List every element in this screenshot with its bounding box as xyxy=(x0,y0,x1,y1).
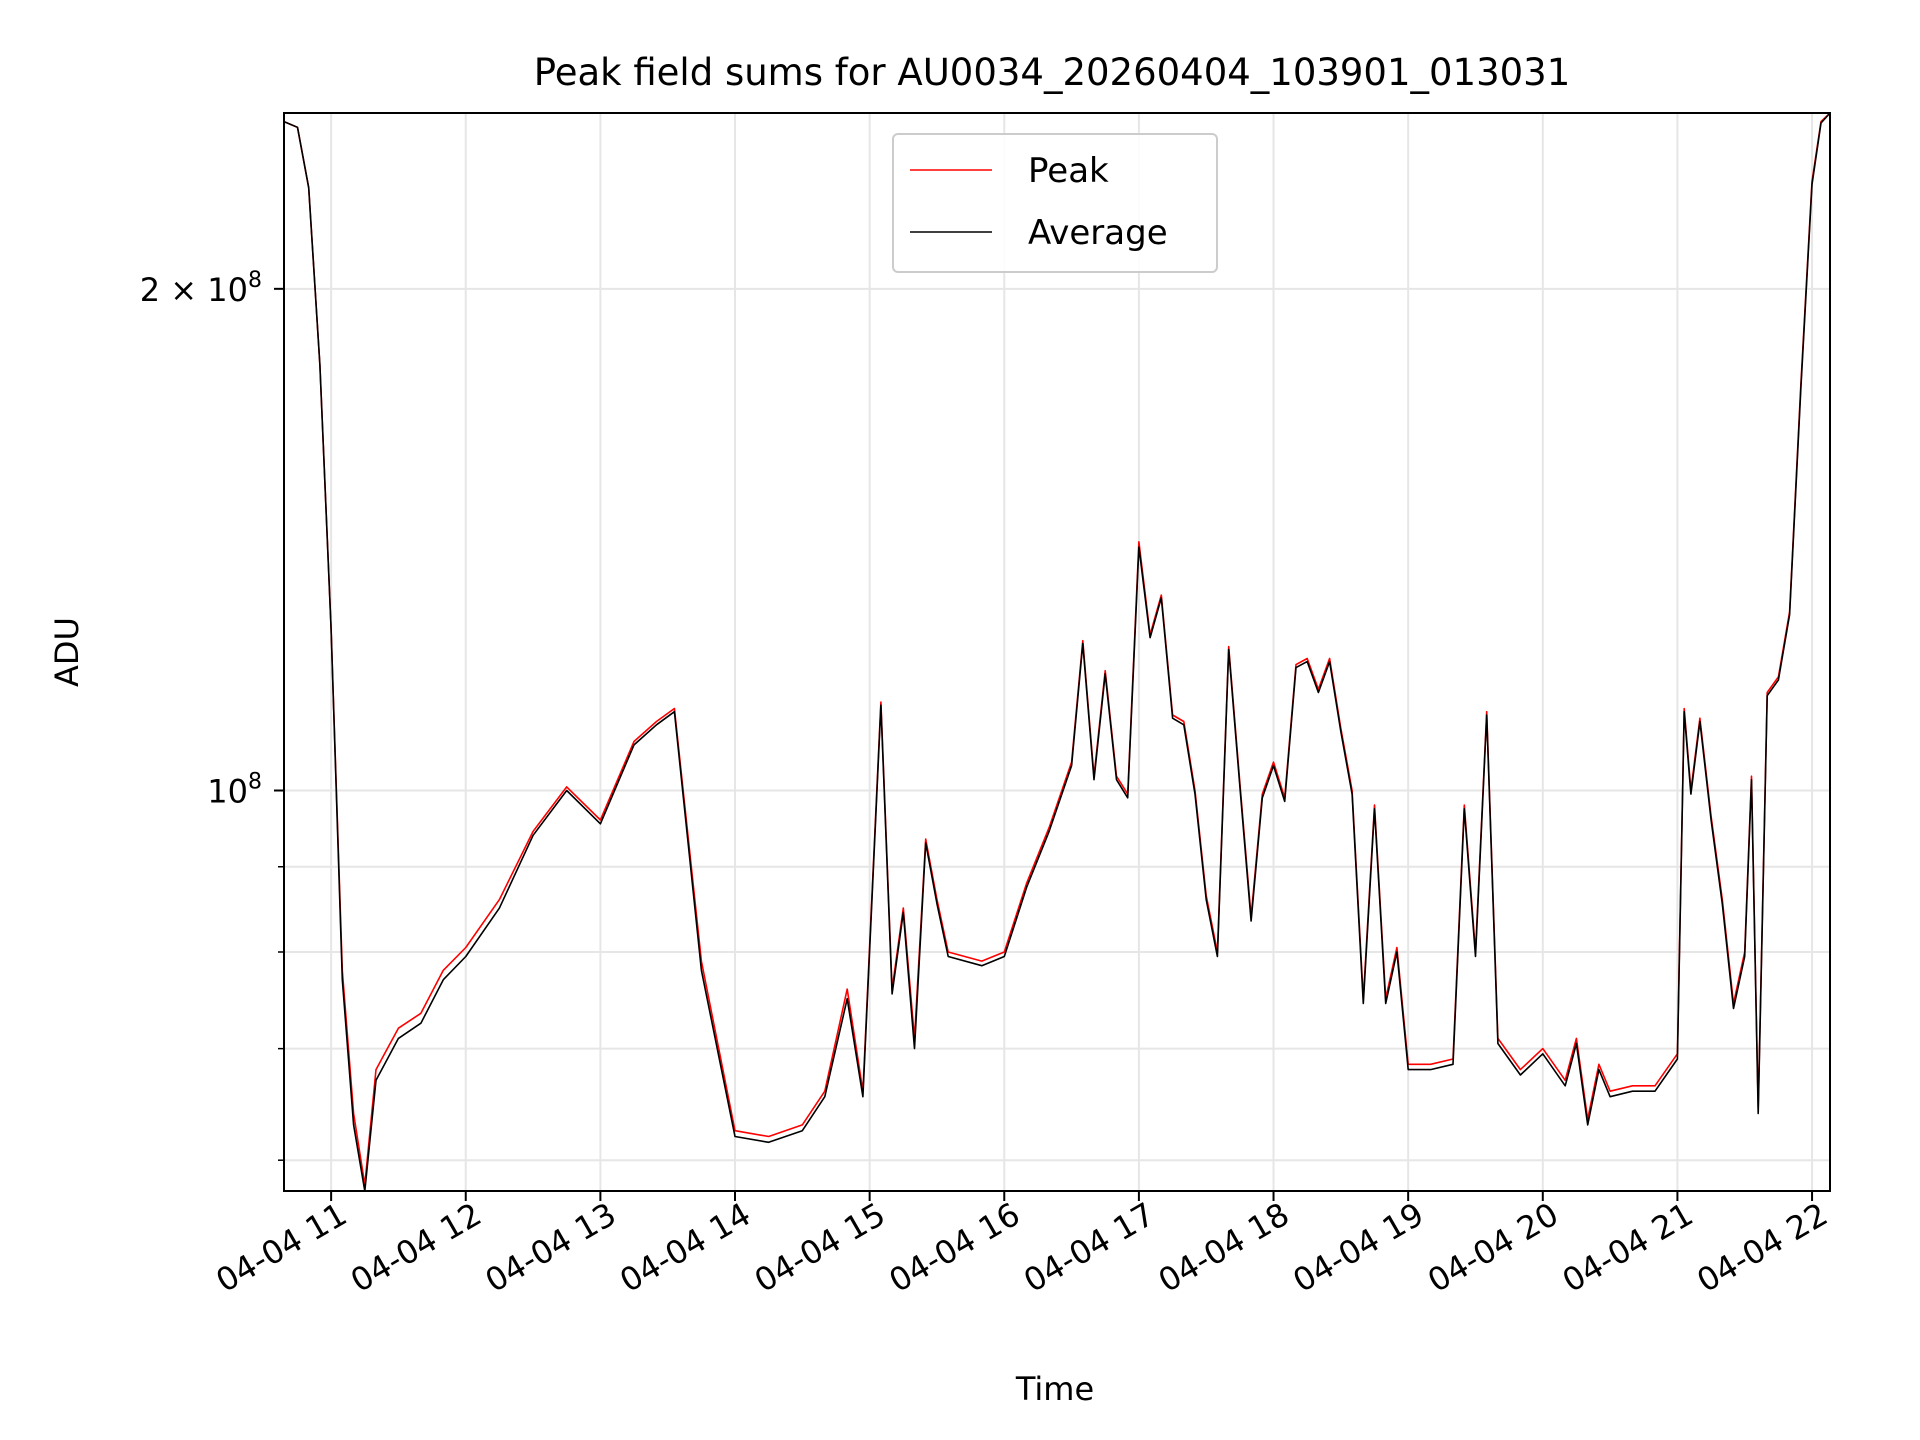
series-group xyxy=(284,113,1830,1191)
y-axis-label: ADU xyxy=(48,617,86,687)
y-tick-label-base: 10 xyxy=(207,772,248,810)
y-tick-label: 2 × 108 xyxy=(140,268,262,309)
legend-box xyxy=(892,133,1218,273)
y-tick-label: 108 xyxy=(207,769,262,810)
plot-frame xyxy=(283,112,1831,1192)
legend-label-average: Average xyxy=(1028,213,1168,253)
y-tick-label-exponent: 8 xyxy=(248,268,262,293)
series-line-average xyxy=(284,113,1830,1191)
legend: Peak Average xyxy=(892,133,1218,273)
y-tick-label-exponent: 8 xyxy=(248,769,262,794)
grid xyxy=(284,113,1830,1191)
y-tick-label-base: 2 × 10 xyxy=(140,271,248,309)
legend-label-peak: Peak xyxy=(1028,151,1109,191)
chart-title: Peak field sums for AU0034_20260404_1039… xyxy=(534,51,1571,94)
x-axis-label: Time xyxy=(1015,1370,1094,1408)
